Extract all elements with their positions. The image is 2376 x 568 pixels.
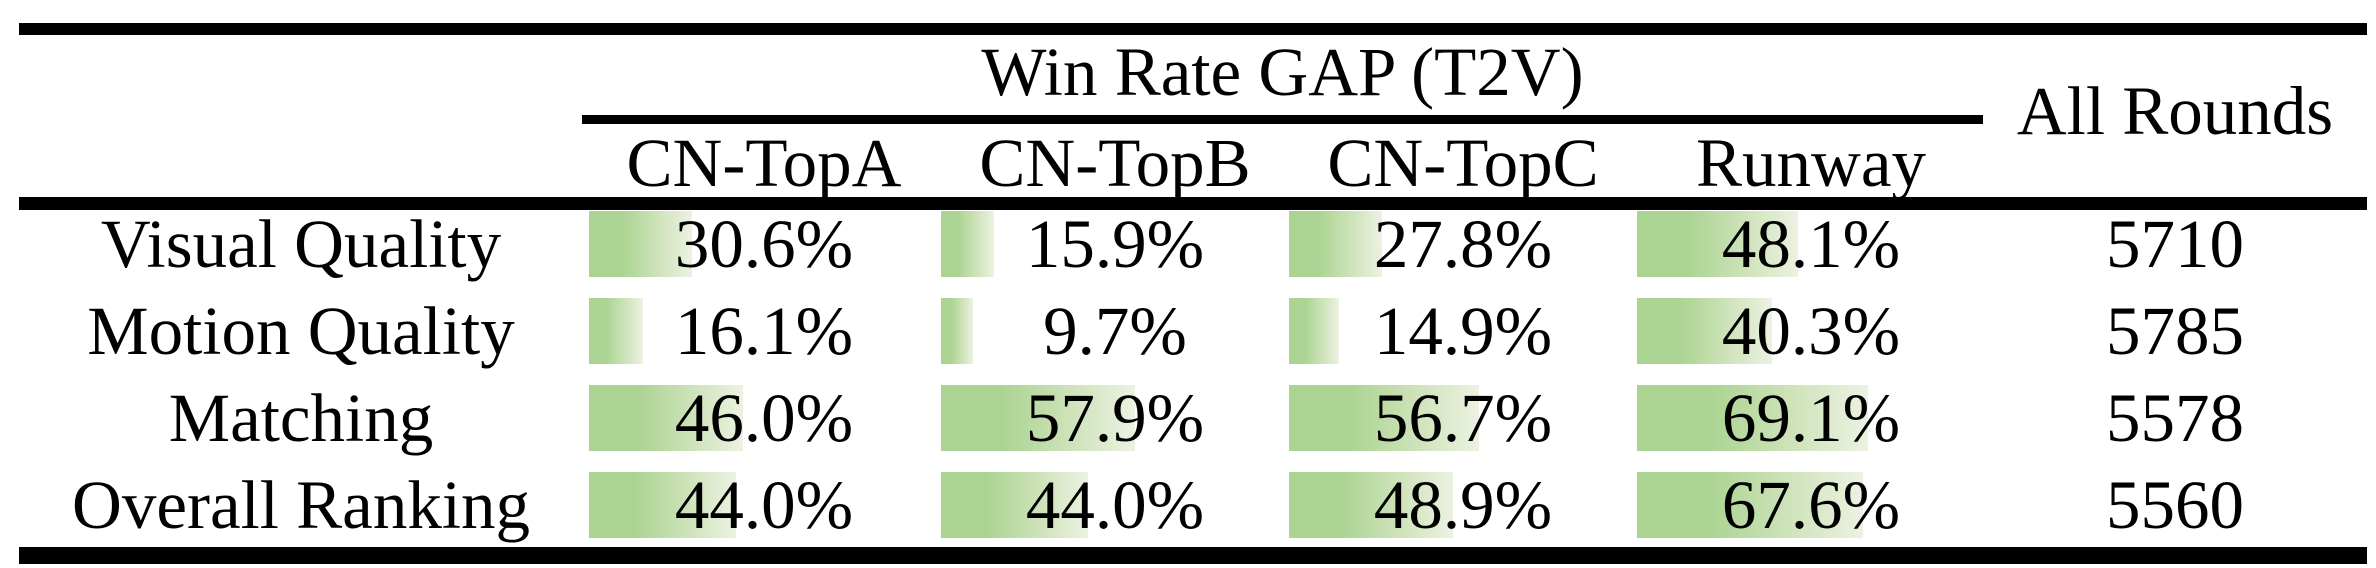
cell-value: 46.0% [674, 380, 854, 456]
data-bar [589, 472, 736, 538]
cell-value: 30.6% [674, 206, 854, 282]
data-cell: 16.1% [589, 293, 939, 369]
row-label-text: Matching [168, 380, 434, 456]
row-label: Motion Quality [20, 293, 582, 369]
column-header-cn-topa: CN-TopA [626, 125, 902, 201]
data-bar [941, 298, 973, 364]
data-bar [941, 211, 994, 277]
table-row: Visual Quality 30.6% 15.9% 27.8% 48.1% 5… [0, 206, 2376, 282]
data-cell: 9.7% [941, 293, 1289, 369]
cell-value: 48.9% [1373, 467, 1553, 543]
data-cell: 69.1% [1637, 380, 1985, 456]
bottom-rule [19, 547, 2367, 564]
data-bar [589, 211, 692, 277]
table-row: Motion Quality 16.1% 9.7% 14.9% 40.3% 57… [0, 293, 2376, 369]
column-header-all-rounds: All Rounds [2016, 73, 2334, 149]
top-rule [19, 23, 2367, 35]
data-bar [1637, 298, 1772, 364]
data-cell: 48.9% [1289, 467, 1637, 543]
cell-value: 69.1% [1721, 380, 1901, 456]
table-title: Win Rate GAP (T2V) [981, 34, 1584, 110]
data-bar [1289, 298, 1339, 364]
cell-value: 67.6% [1721, 467, 1901, 543]
cell-value: 48.1% [1721, 206, 1901, 282]
data-cell: 27.8% [1289, 206, 1637, 282]
data-cell: 44.0% [941, 467, 1289, 543]
data-bar [589, 298, 643, 364]
cmid-rule [582, 115, 1983, 124]
column-header-cn-topb: CN-TopB [979, 125, 1251, 201]
data-cell: 40.3% [1637, 293, 1985, 369]
rounds-value: 5560 [2106, 467, 2244, 543]
cell-value: 15.9% [1025, 206, 1205, 282]
table-row: Overall Ranking 44.0% 44.0% 48.9% 67.6% … [0, 467, 2376, 543]
cell-value: 57.9% [1025, 380, 1205, 456]
data-cell: 48.1% [1637, 206, 1985, 282]
data-cell: 15.9% [941, 206, 1289, 282]
row-label: Visual Quality [20, 206, 582, 282]
data-bar [1289, 385, 1479, 451]
rounds-value: 5785 [2106, 293, 2244, 369]
table-row: Matching 46.0% 57.9% 56.7% 69.1% 5578 [0, 380, 2376, 456]
column-header-runway: Runway [1696, 125, 1926, 201]
rounds-cell: 5560 [1985, 467, 2365, 543]
rounds-value: 5578 [2106, 380, 2244, 456]
cell-value: 56.7% [1373, 380, 1553, 456]
row-label-text: Motion Quality [87, 293, 515, 369]
data-bar [941, 472, 1088, 538]
data-bar [1637, 385, 1868, 451]
row-label: Overall Ranking [20, 467, 582, 543]
cell-value: 16.1% [674, 293, 854, 369]
rounds-value: 5710 [2106, 206, 2244, 282]
rounds-cell: 5578 [1985, 380, 2365, 456]
cell-value: 9.7% [1043, 293, 1187, 369]
data-cell: 30.6% [589, 206, 939, 282]
data-cell: 14.9% [1289, 293, 1637, 369]
row-label-text: Overall Ranking [72, 467, 530, 543]
data-bar [1289, 472, 1453, 538]
data-cell: 44.0% [589, 467, 939, 543]
header-rule [19, 197, 2367, 210]
column-header-cn-topc: CN-TopC [1327, 125, 1599, 201]
rounds-cell: 5710 [1985, 206, 2365, 282]
cell-value: 44.0% [674, 467, 854, 543]
data-bar [941, 385, 1135, 451]
cell-value: 14.9% [1373, 293, 1553, 369]
data-cell: 46.0% [589, 380, 939, 456]
cell-value: 40.3% [1721, 293, 1901, 369]
data-cell: 57.9% [941, 380, 1289, 456]
rounds-cell: 5785 [1985, 293, 2365, 369]
data-cell: 67.6% [1637, 467, 1985, 543]
data-bar [1637, 472, 1863, 538]
data-bar [1289, 211, 1382, 277]
data-bar [589, 385, 743, 451]
data-bar [1637, 211, 1798, 277]
cell-value: 44.0% [1025, 467, 1205, 543]
row-label: Matching [20, 380, 582, 456]
row-label-text: Visual Quality [100, 206, 502, 282]
cell-value: 27.8% [1373, 206, 1553, 282]
data-cell: 56.7% [1289, 380, 1637, 456]
